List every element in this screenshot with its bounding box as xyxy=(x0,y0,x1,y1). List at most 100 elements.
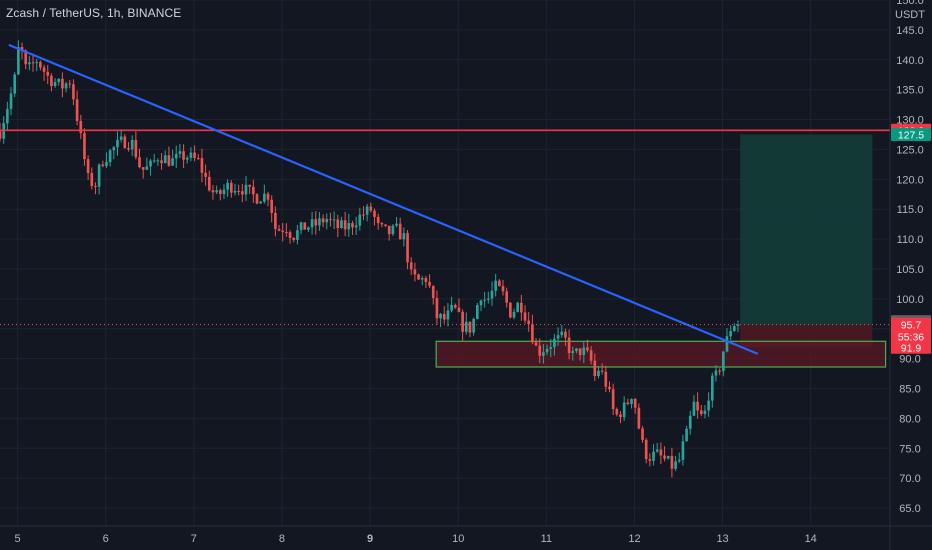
candle-up xyxy=(332,219,336,221)
candle-down xyxy=(207,176,211,191)
candle-down xyxy=(501,286,505,292)
candle-up xyxy=(171,158,174,166)
candle-up xyxy=(347,223,351,230)
candle-up xyxy=(64,83,68,89)
price-badge xyxy=(891,317,931,344)
candle-up xyxy=(450,304,453,311)
candle-down xyxy=(24,50,28,65)
candle-up xyxy=(57,78,61,83)
price-badge-value: 95.7 xyxy=(901,320,922,332)
y-tick-label: 80.0 xyxy=(899,413,920,425)
candle-down xyxy=(461,311,464,332)
time-axis: 5 6 7 8 9 10 11 12 13 14 xyxy=(0,525,932,545)
candle-up xyxy=(725,336,729,352)
candle-up xyxy=(692,401,696,416)
candle-down xyxy=(314,219,318,226)
candle-up xyxy=(710,375,714,401)
candle-up xyxy=(340,220,343,229)
candle-up xyxy=(446,310,450,320)
candle-up xyxy=(244,184,248,195)
price-badge-value: 127.5 xyxy=(898,129,924,141)
candle-down xyxy=(373,210,376,217)
currency-label: USDT xyxy=(895,9,925,21)
candle-up xyxy=(545,348,549,353)
candle-down xyxy=(255,194,259,204)
candle-down xyxy=(270,199,274,213)
y-tick-label: 90.0 xyxy=(899,354,920,366)
candle-down xyxy=(611,389,615,410)
candle-down xyxy=(167,155,171,166)
candle-up xyxy=(420,278,424,280)
candle-up xyxy=(733,326,736,332)
candle-down xyxy=(288,232,292,238)
candle-down xyxy=(520,302,523,313)
candle-down xyxy=(94,186,97,188)
y-tick-label: 150.0 xyxy=(896,0,924,7)
candle-up xyxy=(402,233,406,240)
candle-down xyxy=(453,304,457,308)
candle-down xyxy=(277,228,281,231)
candle-down xyxy=(68,83,72,85)
candle-up xyxy=(178,151,182,154)
candle-down xyxy=(292,237,296,240)
candle-down xyxy=(369,206,373,211)
candle-up xyxy=(6,109,9,124)
candle-up xyxy=(674,461,677,469)
candle-down xyxy=(564,331,567,338)
target-zone xyxy=(740,134,873,325)
x-tick-label: 9 xyxy=(367,533,373,545)
candle-up xyxy=(395,223,398,226)
candle-down xyxy=(241,191,244,195)
candle-up xyxy=(296,230,299,240)
candle-down xyxy=(417,274,420,280)
candle-down xyxy=(83,133,86,160)
candle-up xyxy=(259,201,263,204)
candle-up xyxy=(185,157,189,160)
candle-down xyxy=(589,350,593,361)
candle-up xyxy=(318,218,321,226)
candle-down xyxy=(509,302,512,318)
candle-down xyxy=(31,62,35,64)
y-tick-label: 130.0 xyxy=(896,115,924,127)
candle-up xyxy=(490,290,494,299)
candle-up xyxy=(483,299,486,301)
x-tick-label: 12 xyxy=(628,533,640,545)
candle-down xyxy=(413,269,417,275)
candle-up xyxy=(681,441,685,460)
candle-down xyxy=(343,220,347,230)
candle-down xyxy=(123,136,127,148)
candle-down xyxy=(252,186,255,195)
candle-up xyxy=(439,313,442,319)
y-tick-label: 65.0 xyxy=(899,503,920,515)
candle-up xyxy=(149,160,152,167)
grid-layer xyxy=(0,0,890,526)
candle-up xyxy=(17,46,20,75)
candle-down xyxy=(387,225,391,235)
candle-up xyxy=(152,160,156,162)
candle-down xyxy=(200,158,204,173)
candle-up xyxy=(13,74,17,94)
candle-up xyxy=(707,400,710,411)
candle-down xyxy=(498,280,501,287)
candle-up xyxy=(35,61,39,64)
candle-up xyxy=(655,449,659,452)
candle-up xyxy=(226,182,229,190)
candle-up xyxy=(542,352,545,356)
candle-down xyxy=(281,230,285,233)
candle-down xyxy=(218,190,222,195)
candle-down xyxy=(648,459,652,461)
candle-up xyxy=(189,152,193,158)
candle-down xyxy=(138,157,141,168)
candle-down xyxy=(285,232,288,234)
candle-down xyxy=(428,282,431,286)
candle-down xyxy=(248,184,251,187)
candle-up xyxy=(729,331,732,337)
candle-down xyxy=(266,193,270,200)
y-tick-label: 125.0 xyxy=(896,144,924,156)
candle-up xyxy=(354,225,358,228)
candle-up xyxy=(464,321,468,332)
y-tick-label: 115.0 xyxy=(897,204,924,216)
candle-down xyxy=(442,313,446,320)
